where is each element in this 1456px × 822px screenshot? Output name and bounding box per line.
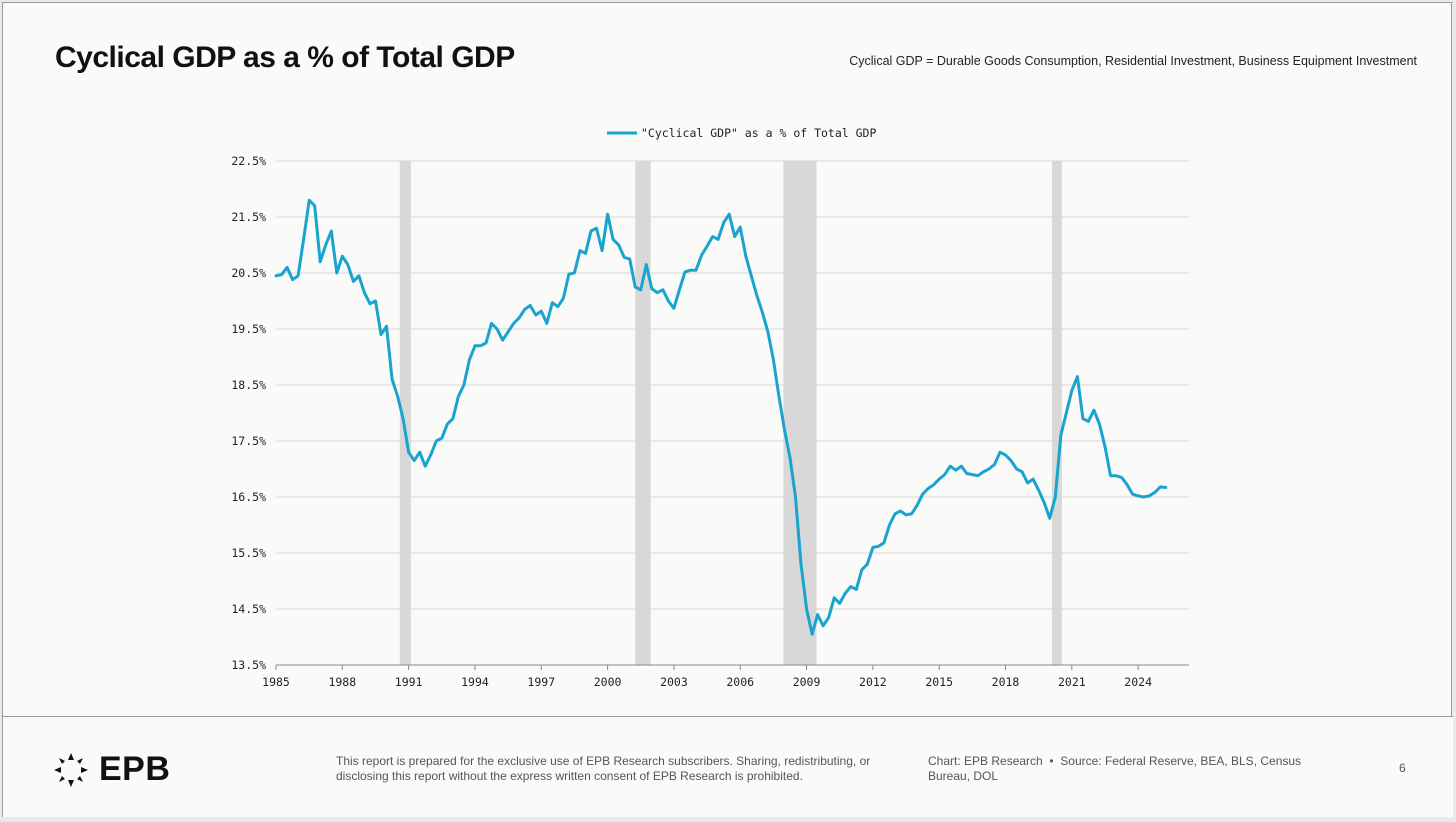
- y-tick-label: 19.5%: [231, 322, 266, 336]
- y-tick-label: 17.5%: [231, 434, 266, 448]
- x-tick-label: 2009: [793, 675, 821, 689]
- x-tick-label: 1985: [262, 675, 290, 689]
- x-tick-label: 1988: [328, 675, 356, 689]
- y-tick-label: 20.5%: [231, 266, 266, 280]
- page-number: 6: [1399, 761, 1406, 775]
- grid-lines: [276, 160, 1189, 610]
- logo-text: EPB: [99, 750, 171, 788]
- recession-band: [635, 161, 651, 665]
- source-text: Source: Federal Reserve, BEA, BLS, Censu…: [928, 754, 1302, 783]
- y-tick-label: 18.5%: [231, 378, 266, 392]
- recession-band: [1051, 161, 1062, 665]
- y-tick-label: 16.5%: [231, 490, 266, 504]
- x-tick-label: 1991: [395, 675, 423, 689]
- recession-bands: [399, 161, 1062, 665]
- x-tick-label: 2003: [660, 675, 688, 689]
- x-tick-label: 2018: [992, 675, 1020, 689]
- x-tick-label: 2006: [726, 675, 754, 689]
- x-tick-label: 2012: [859, 675, 887, 689]
- disclaimer: This report is prepared for the exclusiv…: [336, 754, 871, 783]
- footer: EPB This report is prepared for the excl…: [3, 716, 1453, 817]
- x-tick-label: 1997: [527, 675, 555, 689]
- legend: "Cyclical GDP" as a % of Total GDP: [607, 126, 876, 140]
- epb-logo-icon: [54, 752, 88, 787]
- series-line-layer: [274, 198, 1168, 636]
- chart: 13.5% 14.5% 15.5% 16.5% 17.5% 18.5% 19.5% 20.5%…: [231, 126, 1189, 689]
- x-tick-label: 2015: [925, 675, 953, 689]
- x-tick-label: 2000: [594, 675, 622, 689]
- page-title: Cyclical GDP as a % of Total GDP: [55, 41, 515, 74]
- y-tick-label: 14.5%: [231, 602, 266, 616]
- x-tick-label: 2024: [1124, 675, 1152, 689]
- y-tick-label: 15.5%: [231, 546, 266, 560]
- y-tick-label: 21.5%: [231, 210, 266, 224]
- logo: EPB: [53, 750, 170, 789]
- credit-separator: •: [1049, 754, 1054, 768]
- x-tick-label: 2021: [1058, 675, 1086, 689]
- legend-label: "Cyclical GDP" as a % of Total GDP: [641, 126, 876, 140]
- y-tick-label: 13.5%: [231, 658, 266, 672]
- axes: 13.5% 14.5% 15.5% 16.5% 17.5% 18.5% 19.5% 20.5%…: [231, 154, 1189, 689]
- recession-band: [783, 161, 817, 665]
- source-credit: Chart: EPB Research • Source: Federal Re…: [928, 754, 1328, 784]
- y-tick-label: 22.5%: [231, 154, 266, 168]
- recession-band: [399, 161, 411, 665]
- page-subtitle: Cyclical GDP = Durable Goods Consumption…: [849, 54, 1417, 68]
- chart-credit: Chart: EPB Research: [928, 754, 1043, 768]
- x-tick-label: 1994: [461, 675, 489, 689]
- series-line: [274, 198, 1168, 636]
